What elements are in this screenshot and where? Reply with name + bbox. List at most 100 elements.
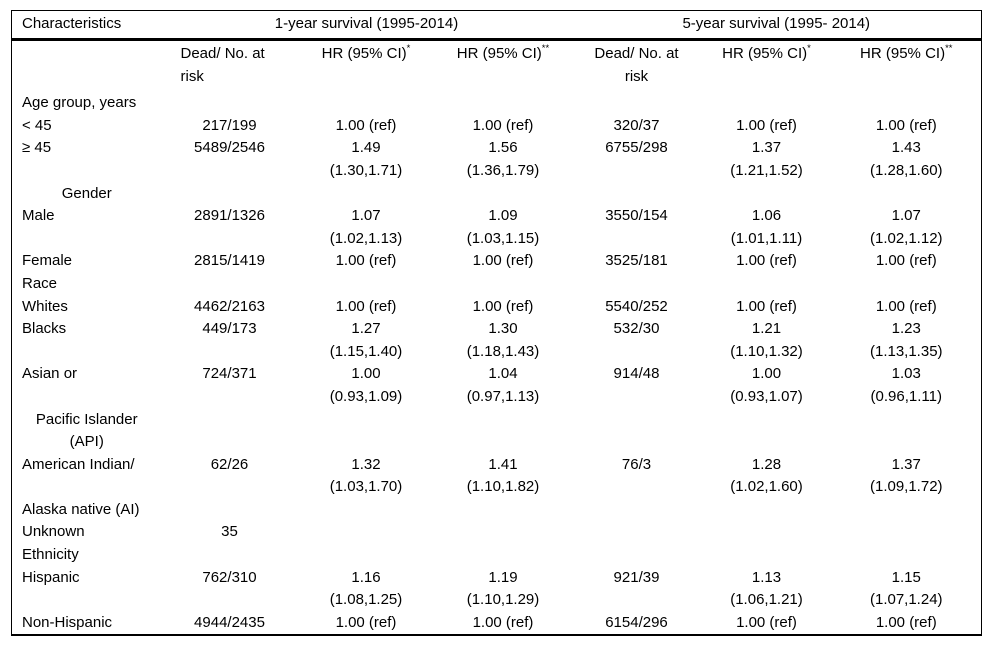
cell-value: 2815/1419 <box>194 252 265 270</box>
cell-value: 1.37 <box>751 139 782 157</box>
cell-ci: (1.15,1.40) <box>329 342 403 360</box>
cell: 1.09 (1.03,1.15) <box>435 205 572 250</box>
row-label: Non-Hispanic <box>22 613 113 631</box>
cell-value: 1.19 <box>488 568 518 586</box>
cell <box>162 409 298 432</box>
cell-ci: (1.28,1.60) <box>869 161 943 179</box>
cell-value: 724/371 <box>202 365 257 383</box>
column-label: Dead/ No. at risk <box>180 45 265 85</box>
column-label: HR (95% CI) <box>321 45 407 62</box>
cell-value: 1.56 <box>488 139 518 157</box>
cell-ci: (1.01,1.11) <box>730 229 803 247</box>
cell-ci: (1.18,1.43) <box>466 342 540 360</box>
cell: 1.00 (ref) <box>702 612 832 636</box>
cell-value: 1.09 <box>488 207 518 225</box>
cell: 1.28 (1.02,1.60) <box>702 454 832 499</box>
row-label: Hispanic <box>22 568 80 586</box>
cell <box>435 521 572 544</box>
cell <box>298 273 435 296</box>
cell: 724/371 <box>162 363 298 408</box>
cell: 762/310 <box>162 567 298 612</box>
table-row-pacific-islander: Pacific Islander <box>12 409 982 432</box>
cell-value: 1.07 <box>351 207 381 225</box>
cell: 2891/1326 <box>162 205 298 250</box>
column-label: HR (95% CI) <box>456 45 542 62</box>
cell: 914/48 <box>572 363 702 408</box>
table-row-non-hispanic: Non-Hispanic 4944/2435 1.00 (ref) 1.00 (… <box>12 612 982 636</box>
row-label: Ethnicity <box>22 546 79 564</box>
column-label: HR (95% CI) <box>860 45 946 62</box>
cell-value: 1.27 <box>351 320 381 338</box>
cell <box>832 521 982 544</box>
cell-value: 2891/1326 <box>194 207 265 225</box>
row-label: ≥ 45 <box>22 139 52 157</box>
cell <box>832 92 982 115</box>
cell-value: 449/173 <box>202 320 257 338</box>
cell <box>435 273 572 296</box>
cell: 1.37 (1.09,1.72) <box>832 454 982 499</box>
cell: 217/199 <box>162 115 298 138</box>
table-row-male: Male 2891/1326 1.07 (1.02,1.13) 1.09 (1.03… <box>12 205 982 250</box>
cell <box>435 544 572 567</box>
cell <box>702 273 832 296</box>
cell <box>435 409 572 432</box>
cell-value: 1.00 (ref) <box>875 252 937 270</box>
cell: 1.00 (ref) <box>435 250 572 273</box>
cell-value: 1.32 <box>351 455 381 473</box>
cell-ci: (1.08,1.25) <box>329 591 403 609</box>
cell-value: 1.23 <box>891 320 921 338</box>
cell-ci: (1.02,1.13) <box>329 229 403 247</box>
cell-value: 1.30 <box>488 320 518 338</box>
cell-value: 1.00 (ref) <box>875 613 937 631</box>
table-row-45-and-over: ≥ 45 5489/2546 1.49 (1.30,1.71) 1.56 (1.36… <box>12 137 982 182</box>
cell-value: 1.00 (ref) <box>736 613 797 631</box>
row-label: Gender <box>61 184 112 202</box>
cell: 1.04 (0.97,1.13) <box>435 363 572 408</box>
cell <box>572 92 702 115</box>
column-hr-ci-2-5yr: HR (95% CI)** <box>832 40 982 93</box>
cell-value: 4944/2435 <box>194 613 265 631</box>
cell <box>572 409 702 432</box>
table-row-female: Female 2815/1419 1.00 (ref) 1.00 (ref) 3… <box>12 250 982 273</box>
cell <box>832 183 982 206</box>
cell-ci: (1.07,1.24) <box>869 591 943 609</box>
table-row-age-group: Age group, years <box>12 92 982 115</box>
column-hr-ci-1-1yr: HR (95% CI)* <box>298 40 435 93</box>
column-dead-no-at-risk-5yr: Dead/ No. at risk <box>572 40 702 93</box>
cell: 1.00 (ref) <box>298 250 435 273</box>
cell-value: 1.00 <box>351 365 381 383</box>
cell: 449/173 <box>162 318 298 363</box>
cell: 1.00 (ref) <box>298 115 435 138</box>
cell <box>298 92 435 115</box>
cell-value: 1.00 (ref) <box>472 613 534 631</box>
row-label: Pacific Islander <box>35 410 138 428</box>
cell: 5540/252 <box>572 296 702 319</box>
cell: 1.06 (1.01,1.11) <box>702 205 832 250</box>
cell-value: 76/3 <box>621 455 652 473</box>
cell-value: 1.00 (ref) <box>875 116 937 134</box>
cell-value: 1.49 <box>351 139 381 157</box>
cell-value: 1.00 (ref) <box>335 613 397 631</box>
cell-ci: (1.10,1.29) <box>466 591 540 609</box>
cell-value: 532/30 <box>613 320 660 338</box>
cell: 1.00 (ref) <box>702 115 832 138</box>
column-label: Dead/ No. at risk <box>594 45 679 85</box>
cell: 1.07 (1.02,1.13) <box>298 205 435 250</box>
cell <box>702 183 832 206</box>
cell-ci: (1.03,1.15) <box>466 229 540 247</box>
row-label: Whites <box>22 297 68 315</box>
table-header: Characteristics 1-year survival (1995-20… <box>11 10 982 93</box>
cell: 1.07 (1.02,1.12) <box>832 205 982 250</box>
cell: 1.15 (1.07,1.24) <box>832 567 982 612</box>
table-row-asian-or: Asian or 724/371 1.00 (0.93,1.09) 1.04 (0.… <box>12 363 982 408</box>
cell-ci: (1.06,1.21) <box>730 591 803 609</box>
cell: 1.00 (ref) <box>832 296 982 319</box>
cell <box>435 431 572 454</box>
cell-value: 1.00 (ref) <box>736 252 797 270</box>
row-label: Age group, years <box>22 94 137 112</box>
cell <box>162 92 298 115</box>
cell <box>572 521 702 544</box>
cell: 1.00 (ref) <box>702 250 832 273</box>
table-row-american-indian: American Indian/ 62/26 1.32 (1.03,1.70) 1… <box>12 454 982 499</box>
cell-ci: (0.93,1.07) <box>730 387 803 405</box>
